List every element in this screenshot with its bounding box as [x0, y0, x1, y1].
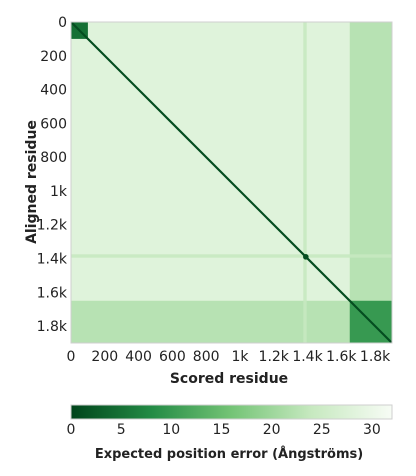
heatmap-row-band [71, 300, 392, 343]
y-tick-label: 1.6k [37, 285, 68, 301]
heatmap-column-band [349, 22, 392, 343]
y-tick-label: 600 [40, 116, 67, 132]
x-axis-ticks: 0 200 400 600 800 1k 1.2k 1.4k 1.6k 1.8k [67, 349, 392, 365]
colorbar-tick-label: 30 [363, 422, 381, 438]
y-axis-title: Aligned residue [24, 120, 40, 244]
colorbar-tick-label: 25 [313, 422, 331, 438]
colorbar-tick-label: 20 [263, 422, 281, 438]
y-axis-ticks: 0 200 400 600 800 1k 1.2k 1.4k 1.6k 1.8k [37, 15, 68, 335]
x-axis-title: Scored residue [170, 371, 288, 387]
colorbar-tick-label: 10 [162, 422, 180, 438]
y-tick-label: 1.4k [37, 252, 68, 268]
x-tick-label: 200 [91, 349, 118, 365]
x-tick-label: 400 [125, 349, 152, 365]
colorbar-tick-label: 5 [117, 422, 126, 438]
x-tick-label: 1.6k [326, 349, 357, 365]
plot-frame [70, 21, 393, 344]
colorbar-tick-label: 15 [213, 422, 231, 438]
diagonal-marker [303, 254, 309, 260]
x-tick-label: 1.2k [259, 349, 290, 365]
colorbar-title: Expected position error (Ångströms) [95, 446, 363, 462]
colorbar-ticks: 0 5 10 15 20 25 30 [67, 422, 381, 438]
y-tick-label: 400 [40, 83, 67, 99]
x-tick-label: 0 [67, 349, 76, 365]
y-tick-label: 0 [58, 15, 67, 31]
colorbar [70, 404, 393, 420]
heatmap-diagonal [71, 22, 392, 343]
x-tick-label: 1.4k [292, 349, 323, 365]
y-tick-label: 800 [40, 150, 67, 166]
y-tick-label: 1.8k [37, 319, 68, 335]
y-tick-label: 1.2k [37, 218, 68, 234]
heatmap-row-band [71, 254, 392, 258]
x-tick-label: 600 [159, 349, 186, 365]
heatmap-area [71, 22, 392, 343]
heatmap-column-band [303, 22, 307, 343]
colorbar-tick-label: 0 [67, 422, 76, 438]
x-tick-label: 1k [231, 349, 249, 365]
x-tick-label: 1.8k [360, 349, 391, 365]
x-tick-label: 800 [193, 349, 220, 365]
y-tick-label: 1k [50, 184, 68, 200]
y-tick-label: 200 [40, 49, 67, 65]
